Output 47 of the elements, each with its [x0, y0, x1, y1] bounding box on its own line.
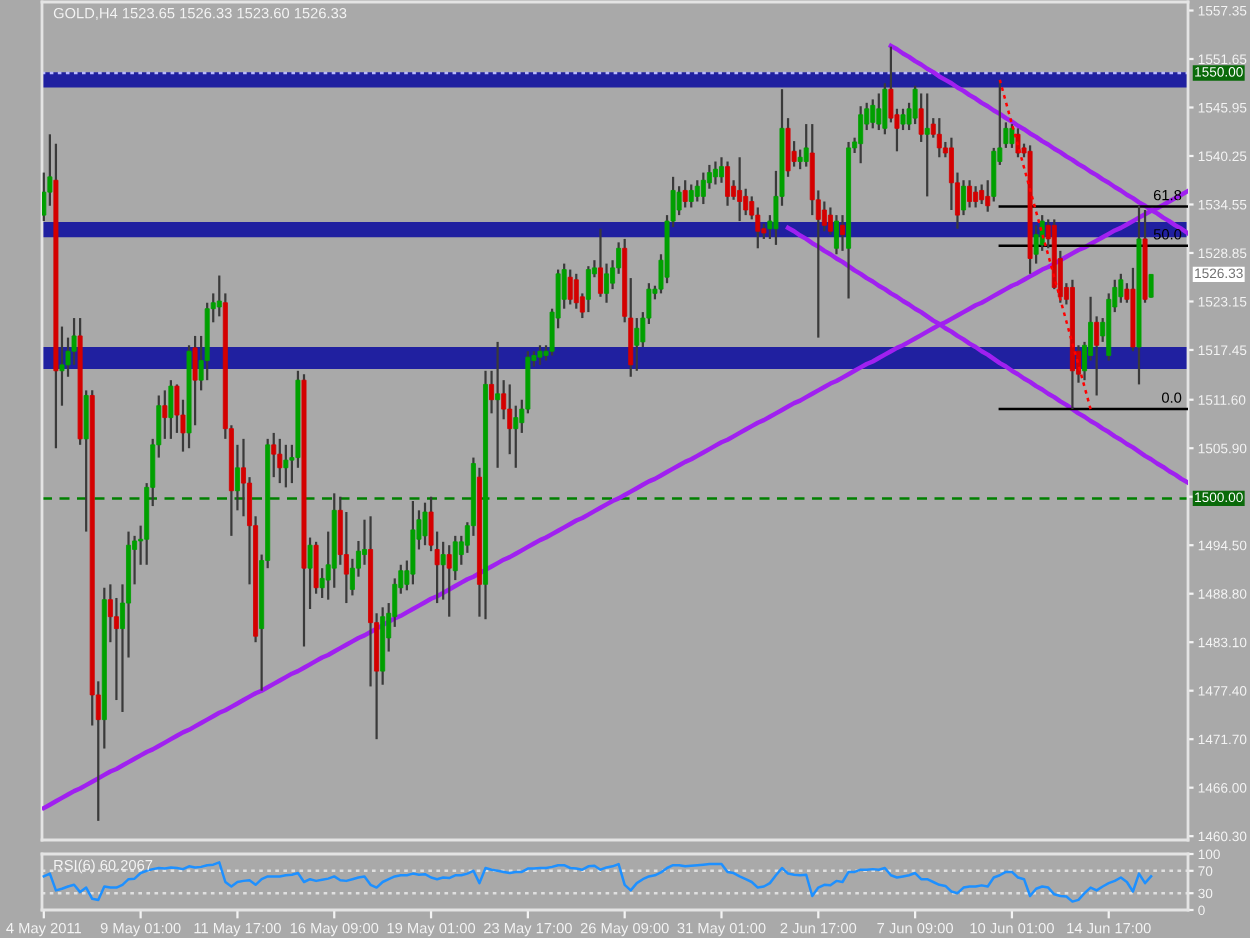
candlestick [307, 536, 313, 611]
candlestick [573, 272, 579, 310]
candlestick [737, 156, 743, 223]
candlestick [634, 316, 640, 372]
candlestick [162, 389, 168, 440]
candlestick [833, 214, 839, 256]
candlestick [973, 185, 979, 209]
candlestick [168, 379, 174, 440]
candlestick [83, 389, 89, 533]
candlestick [694, 179, 700, 203]
candlestick [59, 325, 65, 407]
line-series [998, 78, 1092, 411]
candlestick [1118, 272, 1124, 304]
candlestick [283, 443, 289, 489]
candlestick [513, 404, 519, 469]
candlestick [924, 92, 930, 198]
candlestick [682, 179, 688, 209]
candlestick [676, 185, 682, 217]
candlestick [936, 117, 942, 159]
candlestick [870, 98, 876, 130]
candlestick [876, 92, 882, 132]
candlestick [234, 443, 240, 512]
candlestick [271, 431, 277, 479]
candlestick [567, 268, 573, 306]
line-series [42, 861, 1153, 903]
candlestick [900, 107, 906, 132]
candlestick [422, 501, 428, 547]
candlestick [785, 117, 791, 178]
candlestick [979, 183, 985, 206]
candlestick [585, 265, 591, 314]
candlestick [700, 171, 706, 206]
candlestick [797, 148, 803, 171]
candlestick [446, 544, 452, 618]
candlestick [537, 344, 543, 366]
candlestick [410, 499, 416, 586]
candlestick [277, 437, 283, 485]
candlestick [440, 540, 446, 601]
candlestick [967, 179, 973, 209]
candlestick [1009, 122, 1015, 150]
candlestick [495, 340, 501, 469]
candlestick [858, 105, 864, 165]
candlestick [725, 160, 731, 207]
candlestick [712, 160, 718, 186]
candlestick [1148, 273, 1154, 299]
candlestick [1094, 315, 1100, 397]
candlestick [688, 183, 694, 209]
candlestick [598, 227, 603, 298]
